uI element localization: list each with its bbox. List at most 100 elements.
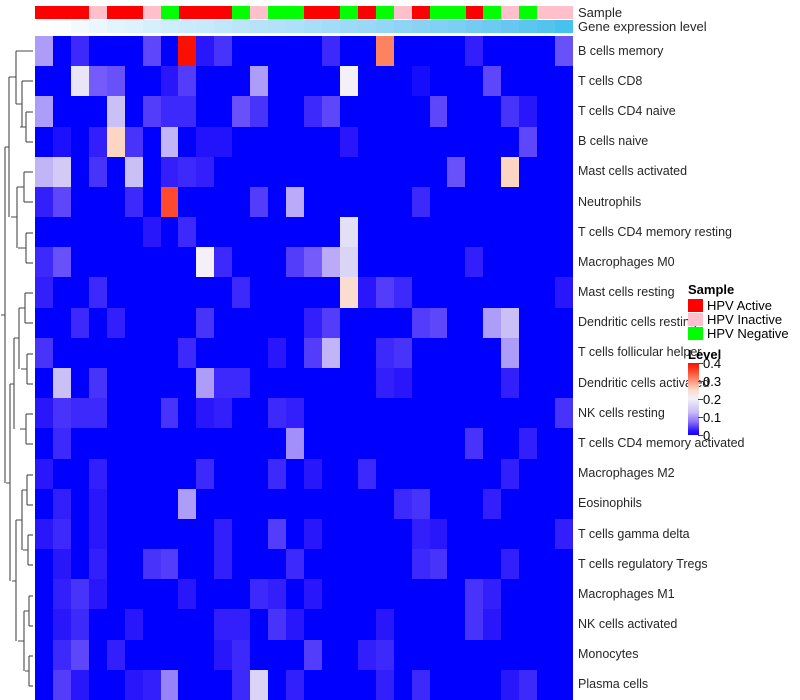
heatmap-cell [178,428,197,459]
heatmap-cell [268,277,287,308]
sample-annotation-cell [142,6,161,19]
heatmap-cell [501,186,520,218]
row-label: T cells regulatory Tregs [578,556,708,571]
heatmap-cell [88,609,107,640]
heatmap-cell [393,518,412,550]
heatmap-cell [106,247,125,278]
heatmap-cell [501,126,520,157]
heatmap-cell [321,66,340,97]
heatmap-cell [483,458,502,489]
heatmap-cell [483,639,502,670]
heatmap-cell [537,96,556,127]
gene-expression-annotation-cell [555,20,574,33]
heatmap-cell [519,398,538,429]
heatmap-cell [519,367,538,399]
heatmap-cell [232,277,251,308]
heatmap-cell [196,609,215,640]
heatmap-cell [250,307,269,338]
heatmap-cell [196,277,215,308]
heatmap-cell [142,156,161,187]
heatmap-cell [339,367,358,399]
row-label: NK cells activated [578,617,678,632]
heatmap-cell [321,488,340,519]
gene-expression-annotation-cell [411,20,430,33]
heatmap-cell [555,579,573,610]
heatmap-cell [519,66,538,97]
heatmap-cell [214,126,233,157]
level-colorbar [688,363,699,435]
heatmap-cell [447,247,466,278]
heatmap-cell [375,398,394,429]
heatmap-cell [250,488,269,519]
heatmap-cell [393,156,412,187]
gene-expression-annotation-cell [124,20,143,33]
heatmap-cell [411,217,430,248]
heatmap-cell [375,247,394,278]
sample-annotation-cell [555,6,574,19]
heatmap-cell [555,549,573,580]
heatmap-cell [178,609,197,640]
sample-annotation-track [35,6,574,19]
heatmap-cell [519,156,538,187]
gene-expression-annotation-label: Gene expression level [578,19,707,34]
heatmap-cell [124,247,143,278]
heatmap-cell [411,488,430,519]
heatmap-cell [501,488,520,519]
heatmap-cell [303,549,322,580]
sample-legend-swatch [688,326,703,340]
heatmap-cell [303,398,322,429]
heatmap-cell [160,458,179,489]
heatmap-cell [178,639,197,670]
heatmap-cell [124,126,143,157]
heatmap-cell [88,307,107,338]
heatmap-cell [357,428,376,459]
heatmap-cell [393,398,412,429]
heatmap-cell [52,217,71,248]
sample-annotation-cell [106,6,125,19]
heatmap-cell [501,669,520,700]
heatmap-cell [160,126,179,157]
heatmap-cell [357,247,376,278]
heatmap-cell [321,126,340,157]
heatmap-cell [250,458,269,489]
level-legend-title: Level [688,347,722,362]
heatmap-cell [303,609,322,640]
heatmap-cell [321,277,340,308]
heatmap-cell [519,609,538,640]
heatmap-cell [303,639,322,670]
gene-expression-annotation-cell [70,20,89,33]
heatmap-cell [124,337,143,368]
heatmap-cell [447,96,466,127]
heatmap-cell [393,186,412,218]
heatmap-cell [321,337,340,368]
sample-legend-label: HPV Inactive [707,311,783,327]
heatmap-cell [501,66,520,97]
heatmap-cell [303,186,322,218]
heatmap-cell [268,337,287,368]
heatmap-cell [286,66,304,97]
heatmap-cell [214,217,233,248]
sample-annotation-cell [286,6,305,19]
heatmap-cell [357,549,376,580]
heatmap-cell [214,609,233,640]
heatmap-cell [555,639,573,670]
heatmap-cell [411,579,430,610]
heatmap-cell [196,307,215,338]
heatmap-cell [321,367,340,399]
heatmap-cell [555,277,573,308]
heatmap-cell [35,96,53,127]
heatmap-cell [250,669,269,700]
heatmap-cell [124,307,143,338]
heatmap-cell [214,307,233,338]
heatmap-cell [232,549,251,580]
heatmap-cell [286,337,304,368]
heatmap-cell [375,277,394,308]
heatmap-cell [70,488,89,519]
sample-annotation-cell [52,6,71,19]
heatmap-cell [321,217,340,248]
heatmap-cell [393,217,412,248]
heatmap-cell [232,126,251,157]
heatmap-cell [88,639,107,670]
heatmap-cell [124,639,143,670]
heatmap-cell [142,307,161,338]
